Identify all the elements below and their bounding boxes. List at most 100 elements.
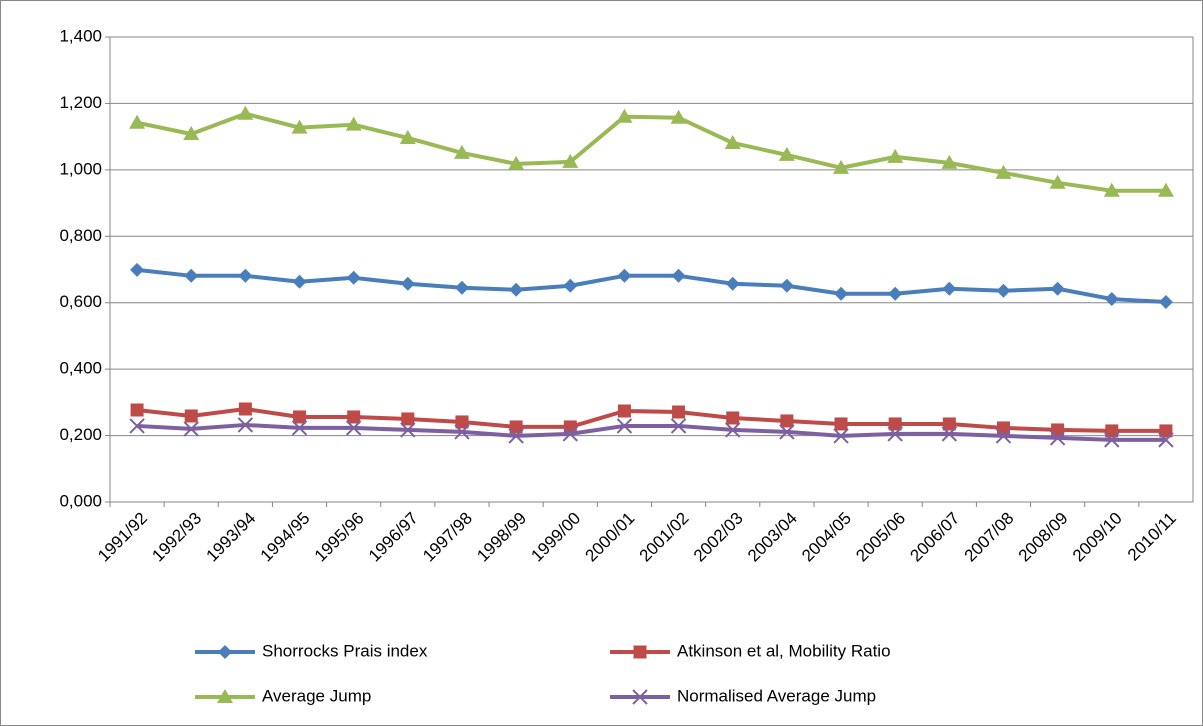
marker [887,426,903,442]
marker [996,421,1010,435]
marker [617,268,632,283]
marker [238,402,252,416]
marker [672,405,686,419]
marker [345,420,362,436]
marker [238,268,253,283]
marker [942,281,957,296]
series-line [136,407,1166,433]
marker [1049,174,1066,189]
y-tick-label: 0,200 [59,425,102,444]
marker [563,278,578,293]
marker [130,403,144,417]
y-tick-label: 0,400 [59,359,102,378]
marker [184,268,199,283]
marker [995,164,1012,179]
marker [941,154,958,169]
series-line [136,422,1166,442]
marker [508,428,524,444]
marker [508,155,525,170]
marker [291,119,308,134]
legend-label: Average Jump [262,686,371,705]
marker [833,428,849,444]
marker [1104,292,1119,307]
marker [617,404,631,418]
y-tick-label: 1,400 [59,26,102,45]
marker [129,114,146,129]
marker [291,420,308,436]
marker [780,414,794,428]
marker [834,286,849,301]
marker [1104,432,1120,448]
marker [833,159,850,174]
marker [1159,424,1173,438]
marker [726,411,740,425]
marker [1105,424,1119,438]
marker [1050,281,1065,296]
marker [130,262,145,277]
marker [995,428,1012,444]
series-line [136,111,1166,193]
marker [400,422,416,438]
marker [562,153,579,168]
marker [400,276,415,291]
legend-label: Atkinson et al, Mobility Ratio [677,641,891,660]
marker [401,412,415,426]
marker [725,422,741,438]
legend-marker [633,645,647,659]
marker [292,274,307,289]
marker [887,148,904,163]
marker [1103,182,1120,197]
marker [183,125,200,140]
marker [1158,432,1174,448]
marker [129,418,145,434]
y-tick-label: 1,200 [59,93,102,112]
y-tick-label: 1,000 [59,159,102,178]
legend-marker [217,689,233,703]
marker [345,116,362,131]
marker [725,276,740,291]
marker [779,424,795,440]
marker [888,286,903,301]
marker [670,418,687,434]
marker [562,426,578,442]
marker [1051,423,1065,437]
marker [399,129,416,144]
marker [1049,430,1066,446]
marker [453,144,470,159]
y-tick-label: 0,800 [59,226,102,245]
legend-marker [218,645,232,659]
marker [616,418,633,434]
series-line [136,267,1167,305]
marker [996,283,1011,298]
marker [724,134,741,149]
marker [616,108,633,123]
marker [670,109,687,124]
marker [1158,295,1173,310]
marker [347,410,361,424]
marker [346,270,361,285]
marker [454,424,470,440]
legend-label: Normalised Average Jump [677,686,876,705]
marker [455,415,469,429]
marker [834,417,848,431]
marker [778,146,795,161]
marker [509,282,524,297]
marker [237,417,254,433]
marker [237,105,254,120]
marker [454,280,469,295]
marker [671,268,686,283]
y-tick-label: 0,000 [59,491,102,510]
legend-marker [632,689,648,705]
marker [1157,182,1174,197]
marker [779,278,794,293]
marker [183,421,199,437]
marker [941,426,958,442]
marker [888,417,902,431]
legend-label: Shorrocks Prais index [262,641,428,660]
marker [509,420,523,434]
marker [184,409,198,423]
marker [942,417,956,431]
y-tick-label: 0,600 [59,292,102,311]
